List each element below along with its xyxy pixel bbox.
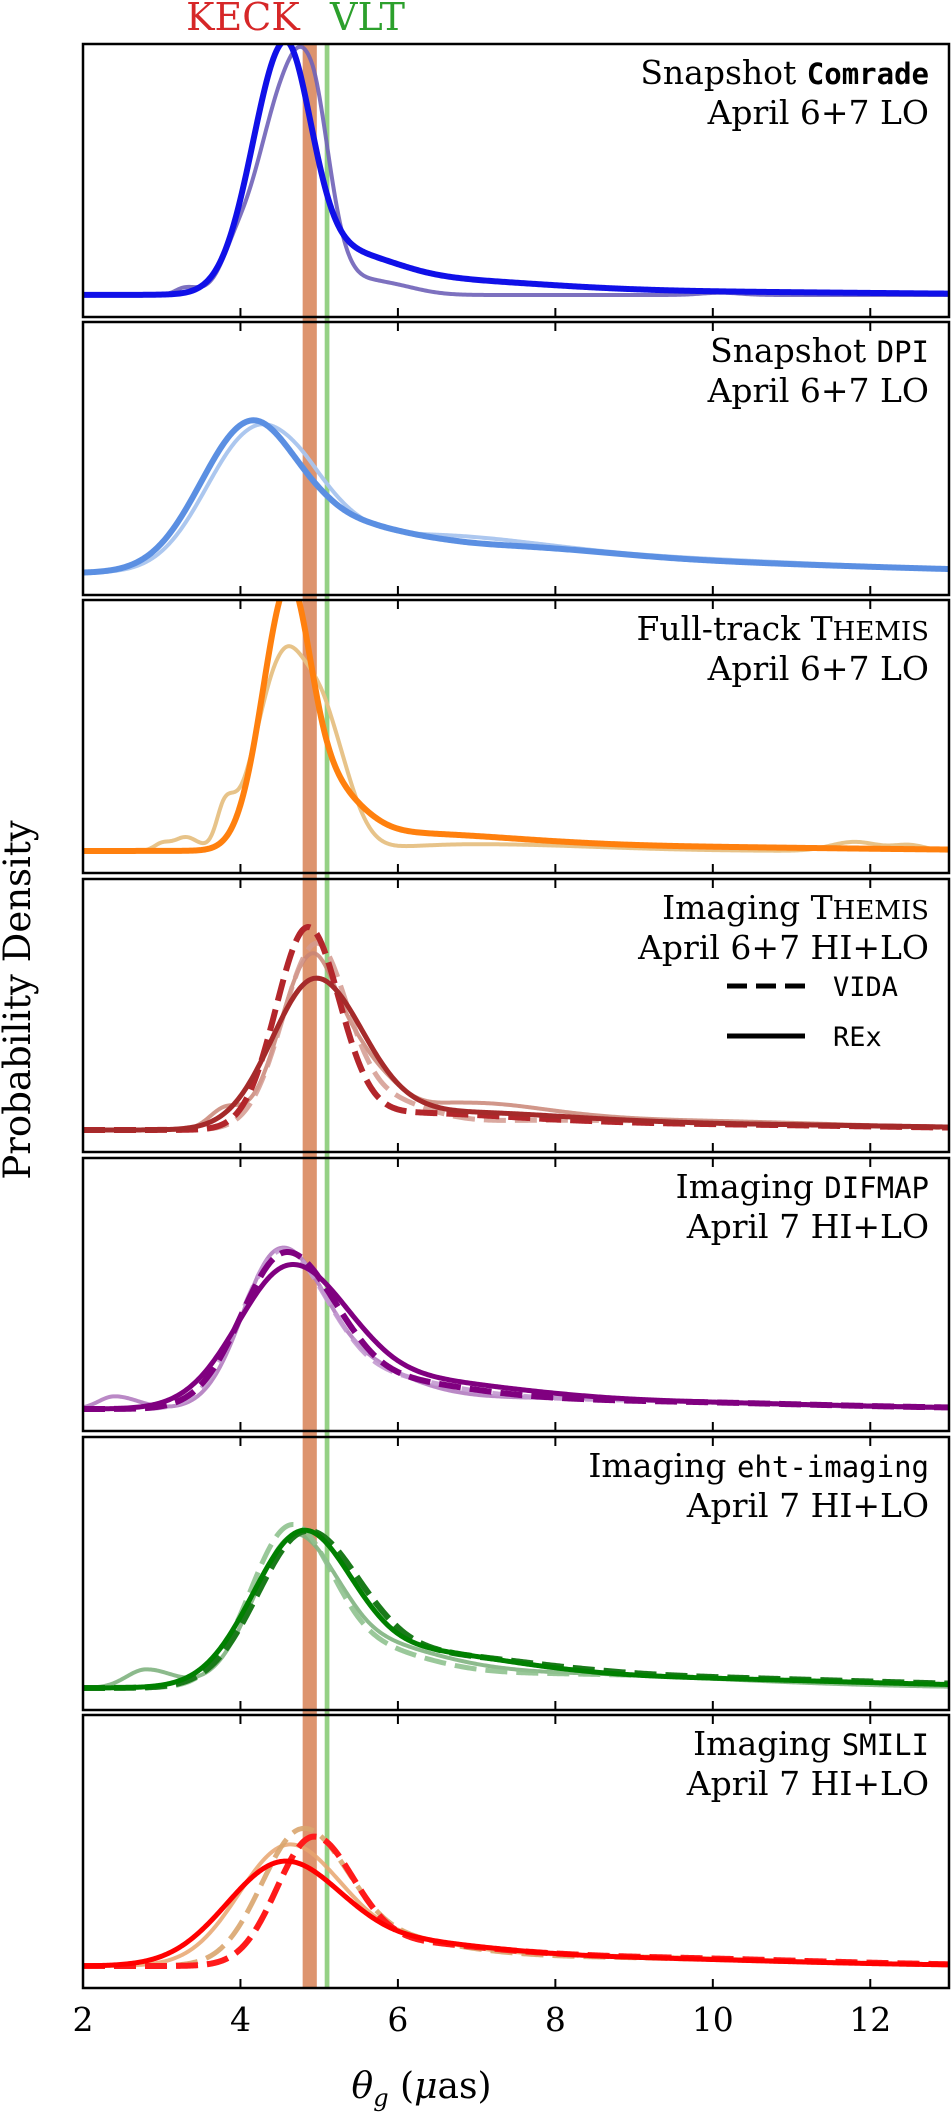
legend: VIDA REx — [727, 972, 898, 1053]
x-tick-label: 8 — [545, 2000, 566, 2039]
panel-title-prefix: Imaging — [588, 1446, 737, 1485]
panel-title-code: Comrade — [807, 57, 929, 91]
x-axis-label: θg (μas) — [352, 2066, 492, 2112]
panel-4-frame — [81, 877, 951, 1154]
panel-title-prefix: Snapshot — [640, 53, 806, 92]
panel-2-subtitle: April 6+7 LO — [707, 371, 929, 410]
reference-band-keck — [302, 44, 317, 1988]
panel-title-code: DPI — [877, 335, 929, 369]
series-line-7-4 — [83, 1858, 949, 1969]
panel-2-frame — [81, 320, 951, 597]
panel-title-smallcaps-rest: HEMIS — [833, 617, 929, 647]
panel-3-title: Full-track THEMIS — [637, 609, 929, 648]
x-tick-label: 10 — [692, 2000, 734, 2039]
panel-1-subtitle: April 6+7 LO — [707, 93, 929, 132]
panel-4-subtitle: April 6+7 HI+LO — [637, 928, 929, 967]
reference-band-vlt — [324, 44, 330, 1988]
panel-5-title: Imaging DIFMAP — [676, 1167, 929, 1206]
reference-label-vlt: VLT — [329, 0, 405, 39]
panel-title-prefix: Imaging — [693, 1724, 842, 1763]
panel-6-frame — [81, 1435, 951, 1712]
panel-title-prefix: Snapshot — [710, 331, 876, 370]
panel-7-curves — [83, 1825, 949, 1969]
panel-title-smallcaps: T — [811, 888, 833, 927]
panel-5-frame — [81, 1156, 951, 1433]
series-line-5-4 — [83, 1262, 949, 1412]
panel-title-code: DIFMAP — [824, 1171, 929, 1205]
panel-1-title: Snapshot Comrade — [640, 53, 929, 92]
panel-title-code: eht-imaging — [737, 1450, 929, 1484]
panel-7-title: Imaging SMILI — [693, 1724, 929, 1763]
series-line-2-2 — [83, 417, 949, 576]
panel-3-frame — [81, 598, 951, 875]
x-axis-symbol: θ — [352, 2066, 374, 2107]
series-line-7-2 — [83, 1825, 949, 1969]
series-line-4-2 — [83, 940, 949, 1133]
panel-6-subtitle: April 7 HI+LO — [686, 1486, 929, 1525]
x-tick-label: 12 — [849, 2000, 891, 2039]
panel-title-smallcaps-rest: HEMIS — [833, 896, 929, 926]
panel-4-title: Imaging THEMIS — [662, 888, 929, 927]
panel-title-code: SMILI — [842, 1728, 929, 1762]
x-axis-unit-rest: as) — [438, 2066, 492, 2107]
legend-label-vida: VIDA — [833, 972, 898, 1003]
panel-1-frame — [81, 42, 951, 319]
x-tick-label: 2 — [73, 2000, 94, 2039]
panel-5-curves — [83, 1245, 949, 1412]
series-line-7-3 — [83, 1833, 949, 1969]
x-axis-subscript: g — [373, 2084, 388, 2112]
series-line-6-4 — [83, 1527, 949, 1691]
legend-label-rex: REx — [833, 1022, 882, 1053]
series-line-5-1 — [83, 1245, 949, 1411]
x-tick-label: 4 — [230, 2000, 251, 2039]
y-axis-label: Probability Density — [0, 820, 39, 1179]
series-line-4-1 — [83, 951, 949, 1132]
series-line-5-2 — [83, 1247, 949, 1412]
series-line-5-3 — [83, 1249, 949, 1412]
panel-title-smallcaps: T — [811, 609, 833, 648]
series-line-4-4 — [83, 975, 949, 1133]
panel-title-prefix: Full-track — [637, 609, 811, 648]
panel-7-frame — [81, 1713, 951, 1990]
panel-3-curves — [83, 600, 949, 854]
reference-label-keck: KECK — [186, 0, 300, 39]
series-line-1-2 — [83, 44, 949, 298]
x-tick-label: 6 — [387, 2000, 408, 2039]
panel-title-prefix: Imaging — [662, 888, 811, 927]
panel-3-subtitle: April 6+7 LO — [707, 649, 929, 688]
panel-5-subtitle: April 7 HI+LO — [686, 1207, 929, 1246]
series-line-3-2 — [83, 600, 949, 854]
panel-title-prefix: Imaging — [676, 1167, 825, 1206]
panel-7-subtitle: April 7 HI+LO — [686, 1764, 929, 1803]
panel-6-title: Imaging eht-imaging — [588, 1446, 929, 1485]
panel-2-curves — [83, 417, 949, 576]
panel-6-curves — [83, 1522, 949, 1691]
panel-1-curves — [83, 44, 949, 298]
panel-2-title: Snapshot DPI — [710, 331, 929, 370]
x-axis-unit-open: ( — [389, 2066, 415, 2107]
series-line-2-1 — [83, 422, 949, 575]
panel-4-curves — [83, 924, 949, 1133]
x-axis-unit-mu: μ — [414, 2066, 437, 2107]
